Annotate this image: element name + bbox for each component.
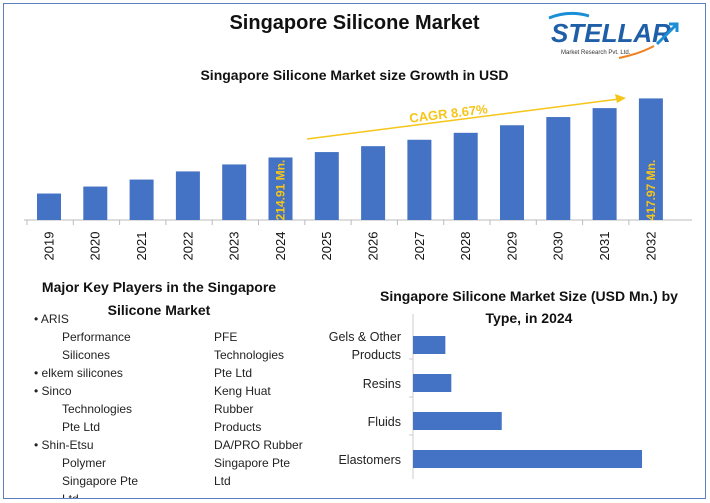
type-chart-title: Singapore Silicone Market Size (USD Mn.)… bbox=[359, 285, 699, 329]
svg-text:Market Research Pvt. Ltd.: Market Research Pvt. Ltd. bbox=[561, 50, 631, 56]
cagr-arrow-line bbox=[306, 98, 620, 140]
bar-2031 bbox=[592, 108, 617, 220]
growth-chart-title: Singapore Silicone Market size Growth in… bbox=[200, 67, 509, 83]
key-player-line: • Shin-Etsu bbox=[34, 438, 94, 452]
x-tick-label-2022: 2022 bbox=[180, 232, 195, 261]
bar-2030 bbox=[546, 117, 571, 220]
x-tick-label-2021: 2021 bbox=[134, 232, 149, 261]
key-players-col2: PFE Technologies Pte Ltd Keng Huat Rubber Pro… bbox=[214, 328, 314, 490]
key-players-title-line: Major Key Players in the Singapore bbox=[41, 279, 277, 295]
key-player-line: DA/PRO Rubber bbox=[214, 438, 303, 452]
y-tick-label: Resins bbox=[363, 377, 401, 391]
page-title: Singapore Silicone Market bbox=[229, 12, 480, 34]
x-tick-label-2019: 2019 bbox=[41, 232, 56, 261]
bar-2029 bbox=[500, 125, 524, 220]
growth-bar-chart: 2019 2020 2021 2022 2023 2024 2025 2026 2027 2028… bbox=[24, 94, 692, 261]
x-tick-label-2030: 2030 bbox=[551, 232, 566, 261]
bar-2020 bbox=[83, 186, 108, 220]
data-label-2024: 214.91 Mn. bbox=[274, 160, 288, 221]
bar-Fluids bbox=[413, 412, 502, 430]
y-tick-label: Elastomers bbox=[338, 453, 401, 467]
x-tick-label-2024: 2024 bbox=[273, 232, 288, 261]
key-player-item: • Shin-Etsu Polymer Singapore Pte Ltd bbox=[34, 436, 204, 499]
key-player-line: Products bbox=[214, 420, 262, 434]
key-player-line: Singapore Pte bbox=[214, 456, 291, 470]
y-tick-label: Products bbox=[352, 348, 401, 362]
type-chart-title-line: Type, in 2024 bbox=[485, 310, 573, 326]
key-player-line: Keng Huat bbox=[214, 384, 271, 398]
key-player-item: • elkem silicones bbox=[34, 364, 204, 382]
x-tick-label-2026: 2026 bbox=[366, 232, 381, 261]
key-player-line: • Sinco bbox=[34, 384, 72, 398]
key-players-col1: • ARIS Performance Silicones • elkem silico… bbox=[34, 310, 204, 499]
cagr-label: CAGR 8.67% bbox=[408, 101, 488, 126]
key-player-line: Polymer bbox=[62, 456, 107, 470]
bar-2026 bbox=[361, 146, 386, 220]
infographic-frame: Singapore Silicone Market STELLAR Market… bbox=[3, 3, 706, 499]
x-tick-label-2027: 2027 bbox=[412, 232, 427, 261]
bar-2027 bbox=[407, 139, 432, 220]
bar-2022 bbox=[175, 171, 200, 220]
bar-2019 bbox=[37, 193, 61, 220]
bar-2032 bbox=[638, 98, 663, 220]
data-label-2032: 417.97 Mn. bbox=[644, 160, 658, 221]
key-player-line: Ltd bbox=[62, 492, 79, 499]
y-tick-label: Fluids bbox=[368, 415, 401, 429]
stellar-logo: STELLAR Market Research Pvt. Ltd. bbox=[548, 11, 679, 59]
key-player-line: • ARIS bbox=[34, 312, 69, 326]
key-player-line: Singapore Pte bbox=[62, 474, 139, 488]
type-bar-chart: Gels & Other Products Resins Fluids Elastome… bbox=[329, 314, 643, 479]
x-tick-label-2020: 2020 bbox=[88, 232, 103, 261]
key-player-line: Pte Ltd bbox=[62, 420, 101, 434]
bar-2021 bbox=[129, 179, 154, 220]
bar-2028 bbox=[453, 132, 478, 220]
key-player-item: • Sinco Technologies Pte Ltd bbox=[34, 382, 204, 436]
key-player-line: Ltd bbox=[214, 474, 231, 488]
key-player-line: Technologies bbox=[62, 402, 133, 416]
key-player-item: • ARIS Performance Silicones bbox=[34, 310, 204, 364]
x-tick-label-2031: 2031 bbox=[597, 232, 612, 261]
x-tick-label-2025: 2025 bbox=[319, 232, 334, 261]
key-player-line: Pte Ltd bbox=[214, 366, 253, 380]
key-player-line: • elkem silicones bbox=[34, 366, 123, 380]
key-player-line: Silicones bbox=[62, 348, 111, 362]
bar-Gels & Other Products bbox=[413, 336, 446, 354]
x-tick-label-2023: 2023 bbox=[227, 232, 242, 261]
y-tick-label: Gels & Other bbox=[329, 330, 401, 344]
cagr-arrow-head bbox=[615, 94, 626, 103]
x-tick-label-2028: 2028 bbox=[458, 232, 473, 261]
x-tick-label-2032: 2032 bbox=[643, 232, 658, 261]
svg-text:STELLAR: STELLAR bbox=[551, 18, 671, 48]
bar-Resins bbox=[413, 374, 452, 392]
bar-2025 bbox=[314, 152, 339, 220]
key-player-line: Rubber bbox=[214, 402, 254, 416]
key-player-line: Performance bbox=[62, 330, 131, 344]
bar-Elastomers bbox=[413, 450, 643, 468]
bar-2023 bbox=[222, 164, 247, 220]
type-chart-title-line: Singapore Silicone Market Size (USD Mn.)… bbox=[380, 288, 678, 304]
bar-2024 bbox=[268, 157, 293, 220]
x-tick-label-2029: 2029 bbox=[504, 232, 519, 261]
key-player-line: PFE bbox=[214, 330, 238, 344]
key-player-line: Technologies bbox=[214, 348, 285, 362]
key-players-title: Major Key Players in the Singapore Silic… bbox=[24, 276, 294, 322]
key-players-title-line: Silicone Market bbox=[107, 302, 211, 318]
